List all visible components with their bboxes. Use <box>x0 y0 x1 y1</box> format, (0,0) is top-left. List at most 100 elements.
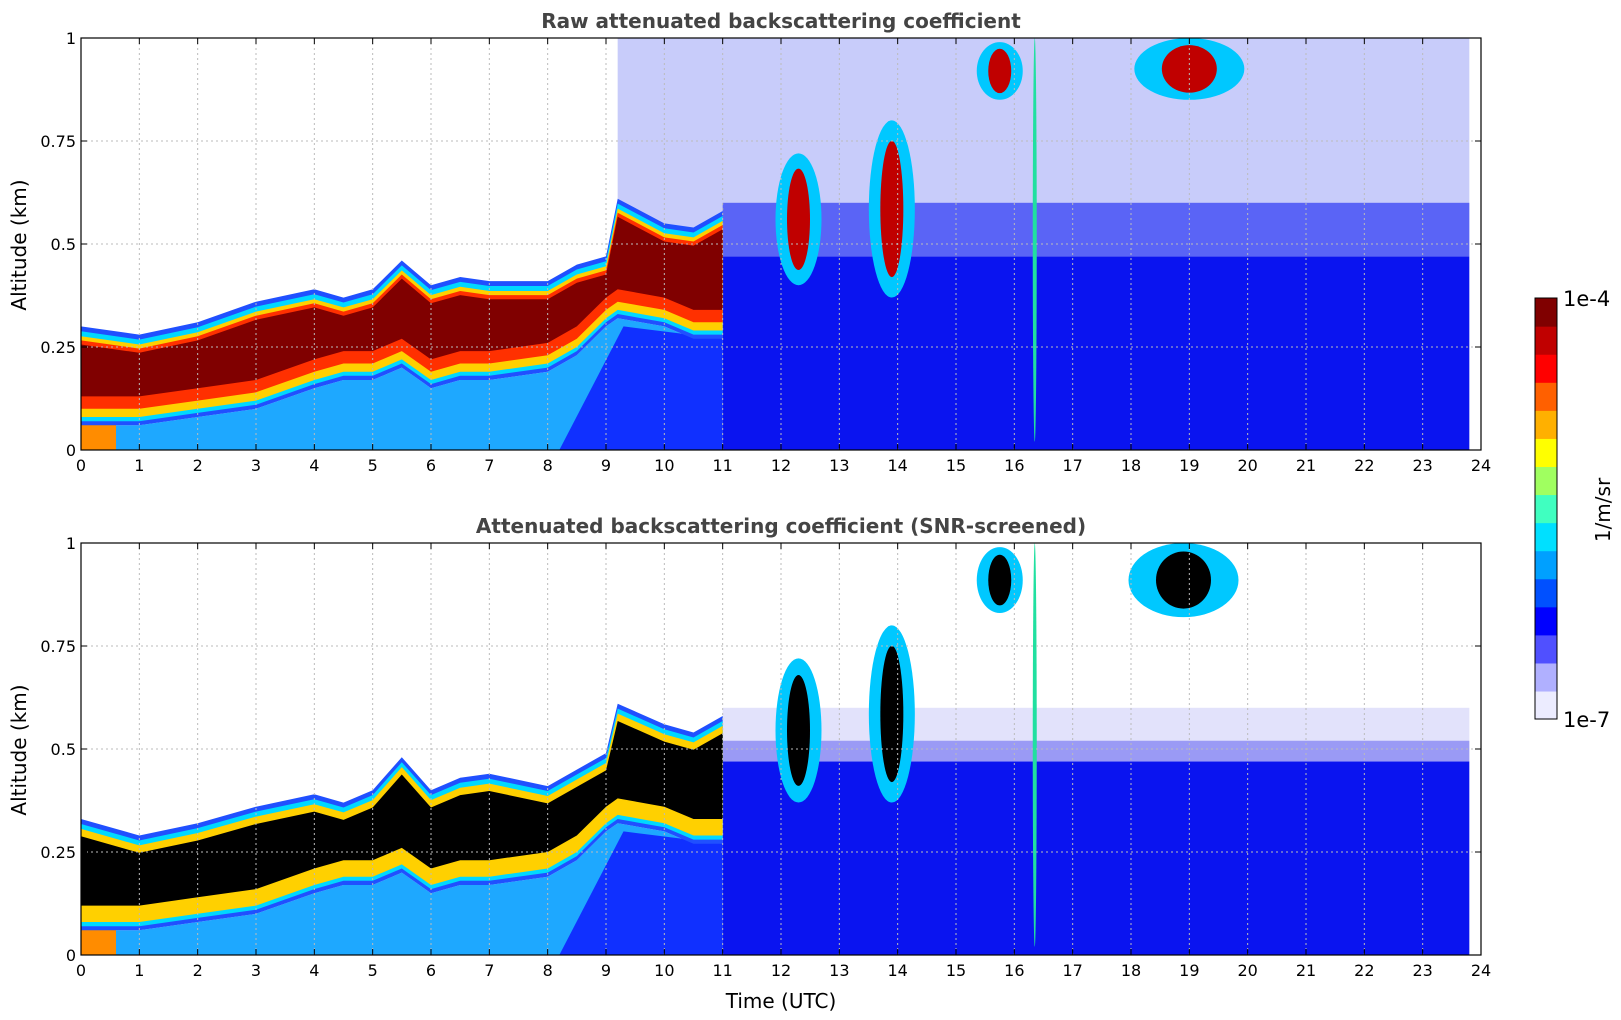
colorbar-step <box>1535 438 1557 467</box>
x-tick-label: 23 <box>1412 961 1432 980</box>
colorbar-step <box>1535 578 1557 608</box>
y-tick-label: 0 <box>66 441 76 460</box>
colorbar-frame <box>1534 297 1558 720</box>
x-tick-label: 3 <box>251 961 261 980</box>
x-tick-label: 8 <box>543 456 553 475</box>
x-tick-label: 24 <box>1471 961 1491 980</box>
y-tick-label: 0.5 <box>51 235 76 254</box>
transition-field <box>559 326 723 450</box>
cloud-core <box>1156 551 1211 609</box>
colorbar-step <box>1535 382 1557 411</box>
cloud-core <box>880 140 904 278</box>
raw-noise-dense <box>722 202 1470 257</box>
x-tick-label: 7 <box>484 456 494 475</box>
x-axis-label: Time (UTC) <box>725 989 837 1013</box>
x-tick-label: 1 <box>134 456 144 475</box>
y-tick-label: 1 <box>66 534 76 553</box>
x-tick-label: 23 <box>1412 456 1432 475</box>
colorbar-max-label: 1e-4 <box>1563 287 1610 311</box>
x-tick-label: 13 <box>829 456 849 475</box>
bottom-panel: Attenuated backscattering coefficient (S… <box>7 514 1491 1013</box>
x-tick-label: 5 <box>368 961 378 980</box>
x-tick-label: 6 <box>426 961 436 980</box>
x-tick-label: 20 <box>1237 961 1257 980</box>
x-tick-label: 16 <box>1004 456 1024 475</box>
y-tick-label: 0.25 <box>40 843 76 862</box>
y-tick-label: 0.25 <box>40 338 76 357</box>
cloud-core <box>787 674 810 786</box>
x-tick-label: 8 <box>543 961 553 980</box>
x-tick-label: 14 <box>887 961 907 980</box>
afternoon-field <box>722 761 1470 955</box>
colorbar-step <box>1535 354 1557 383</box>
x-tick-label: 19 <box>1179 961 1199 980</box>
top-panel-title: Raw attenuated backscattering coefficien… <box>541 9 1021 33</box>
x-tick-label: 22 <box>1354 961 1374 980</box>
x-tick-label: 24 <box>1471 456 1491 475</box>
x-tick-label: 17 <box>1062 456 1082 475</box>
x-tick-label: 3 <box>251 456 261 475</box>
x-tick-label: 17 <box>1062 961 1082 980</box>
x-tick-label: 15 <box>946 961 966 980</box>
colorbar-step <box>1535 522 1557 552</box>
x-tick-label: 19 <box>1179 456 1199 475</box>
top-plot-ticks: 0 1 2 3 4 5 6 7 8 9 10 11 12 13 14 15 16 17 18 19 20 21 22 23 24… <box>40 29 1491 475</box>
screened-mid-field <box>722 740 1470 762</box>
x-tick-label: 18 <box>1121 961 1141 980</box>
x-tick-label: 10 <box>654 961 674 980</box>
x-tick-label: 9 <box>601 961 611 980</box>
surface-aerosol <box>81 318 723 450</box>
aerosol-layer-band <box>81 216 723 397</box>
colorbar-step <box>1535 550 1557 580</box>
x-tick-label: 7 <box>484 961 494 980</box>
y-tick-label: 0 <box>66 946 76 965</box>
x-tick-label: 2 <box>193 456 203 475</box>
colorbar-step <box>1535 690 1557 720</box>
cloud-core <box>787 168 810 270</box>
cloud-outer <box>1032 38 1037 442</box>
bottom-plot-grid <box>81 543 1481 955</box>
x-tick-label: 0 <box>76 961 86 980</box>
x-tick-label: 9 <box>601 456 611 475</box>
bottom-plot-image <box>81 543 1470 955</box>
surface-aerosol <box>81 823 723 955</box>
top-panel-ylabel: Altitude (km) <box>7 179 31 310</box>
y-tick-label: 0.75 <box>40 637 76 656</box>
colorbar-min-label: 1e-7 <box>1563 708 1610 732</box>
x-tick-label: 18 <box>1121 456 1141 475</box>
bottom-panel-ylabel: Altitude (km) <box>7 684 31 815</box>
colorbar-step <box>1535 634 1557 664</box>
colorbar: 1e-4 1e-7 1/m/sr <box>1534 287 1615 732</box>
x-tick-label: 6 <box>426 456 436 475</box>
x-tick-label: 13 <box>829 961 849 980</box>
cloud-core <box>988 554 1012 606</box>
x-tick-label: 2 <box>193 961 203 980</box>
y-tick-label: 0.5 <box>51 740 76 759</box>
transition-field <box>559 831 723 955</box>
y-tick-label: 1 <box>66 29 76 48</box>
x-tick-label: 4 <box>309 961 319 980</box>
bottom-panel-title: Attenuated backscattering coefficient (S… <box>476 514 1086 538</box>
cloud-core <box>880 645 904 783</box>
x-tick-label: 14 <box>887 456 907 475</box>
top-panel: Raw attenuated backscattering coefficien… <box>7 9 1491 475</box>
x-tick-label: 4 <box>309 456 319 475</box>
cloud-core <box>988 48 1012 94</box>
y-tick-label: 0.75 <box>40 132 76 151</box>
x-tick-label: 11 <box>712 961 732 980</box>
x-tick-label: 21 <box>1296 961 1316 980</box>
colorbar-step <box>1535 606 1557 636</box>
colorbar-step <box>1535 410 1557 439</box>
top-plot-image <box>81 38 1470 450</box>
x-tick-label: 21 <box>1296 456 1316 475</box>
x-tick-label: 5 <box>368 456 378 475</box>
x-tick-label: 1 <box>134 961 144 980</box>
x-tick-label: 15 <box>946 456 966 475</box>
x-tick-label: 16 <box>1004 961 1024 980</box>
x-tick-label: 12 <box>771 456 791 475</box>
bottom-plot-ticks: 0 1 2 3 4 5 6 7 8 9 10 11 12 13 14 15 16 17 18 19 20 21 22 23 24… <box>40 534 1491 980</box>
x-tick-label: 10 <box>654 456 674 475</box>
cloud-outer <box>1032 543 1037 947</box>
colorbar-label: 1/m/sr <box>1591 477 1615 542</box>
